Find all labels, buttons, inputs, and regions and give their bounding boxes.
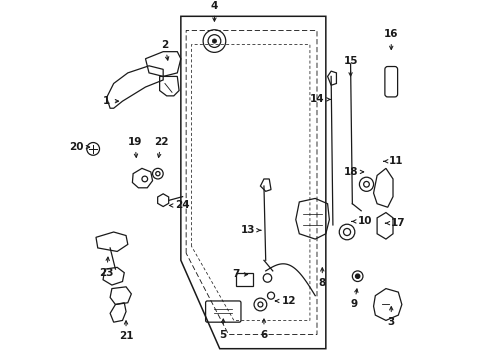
Text: 4: 4 [210,1,218,21]
Text: 16: 16 [383,29,398,49]
Text: 24: 24 [169,201,189,211]
Text: 23: 23 [99,257,114,278]
Text: 9: 9 [350,289,357,310]
Text: 21: 21 [119,321,133,341]
Circle shape [212,39,216,43]
Text: 6: 6 [260,319,267,339]
Text: 10: 10 [351,216,371,226]
Bar [235,273,253,286]
Text: 5: 5 [219,319,226,339]
Text: 15: 15 [343,55,357,76]
Text: 13: 13 [240,225,260,235]
Text: 3: 3 [387,307,394,327]
Text: 7: 7 [231,269,247,279]
Circle shape [355,274,359,278]
Text: 20: 20 [69,142,89,152]
Text: 18: 18 [343,167,363,177]
Text: 8: 8 [318,268,325,288]
Text: 19: 19 [127,137,142,157]
Text: 22: 22 [154,137,168,157]
Text: 11: 11 [383,156,403,166]
Text: 17: 17 [385,218,405,228]
Text: 12: 12 [275,296,295,306]
Text: 14: 14 [309,94,329,104]
Text: 1: 1 [103,96,118,106]
Text: 2: 2 [161,40,168,60]
